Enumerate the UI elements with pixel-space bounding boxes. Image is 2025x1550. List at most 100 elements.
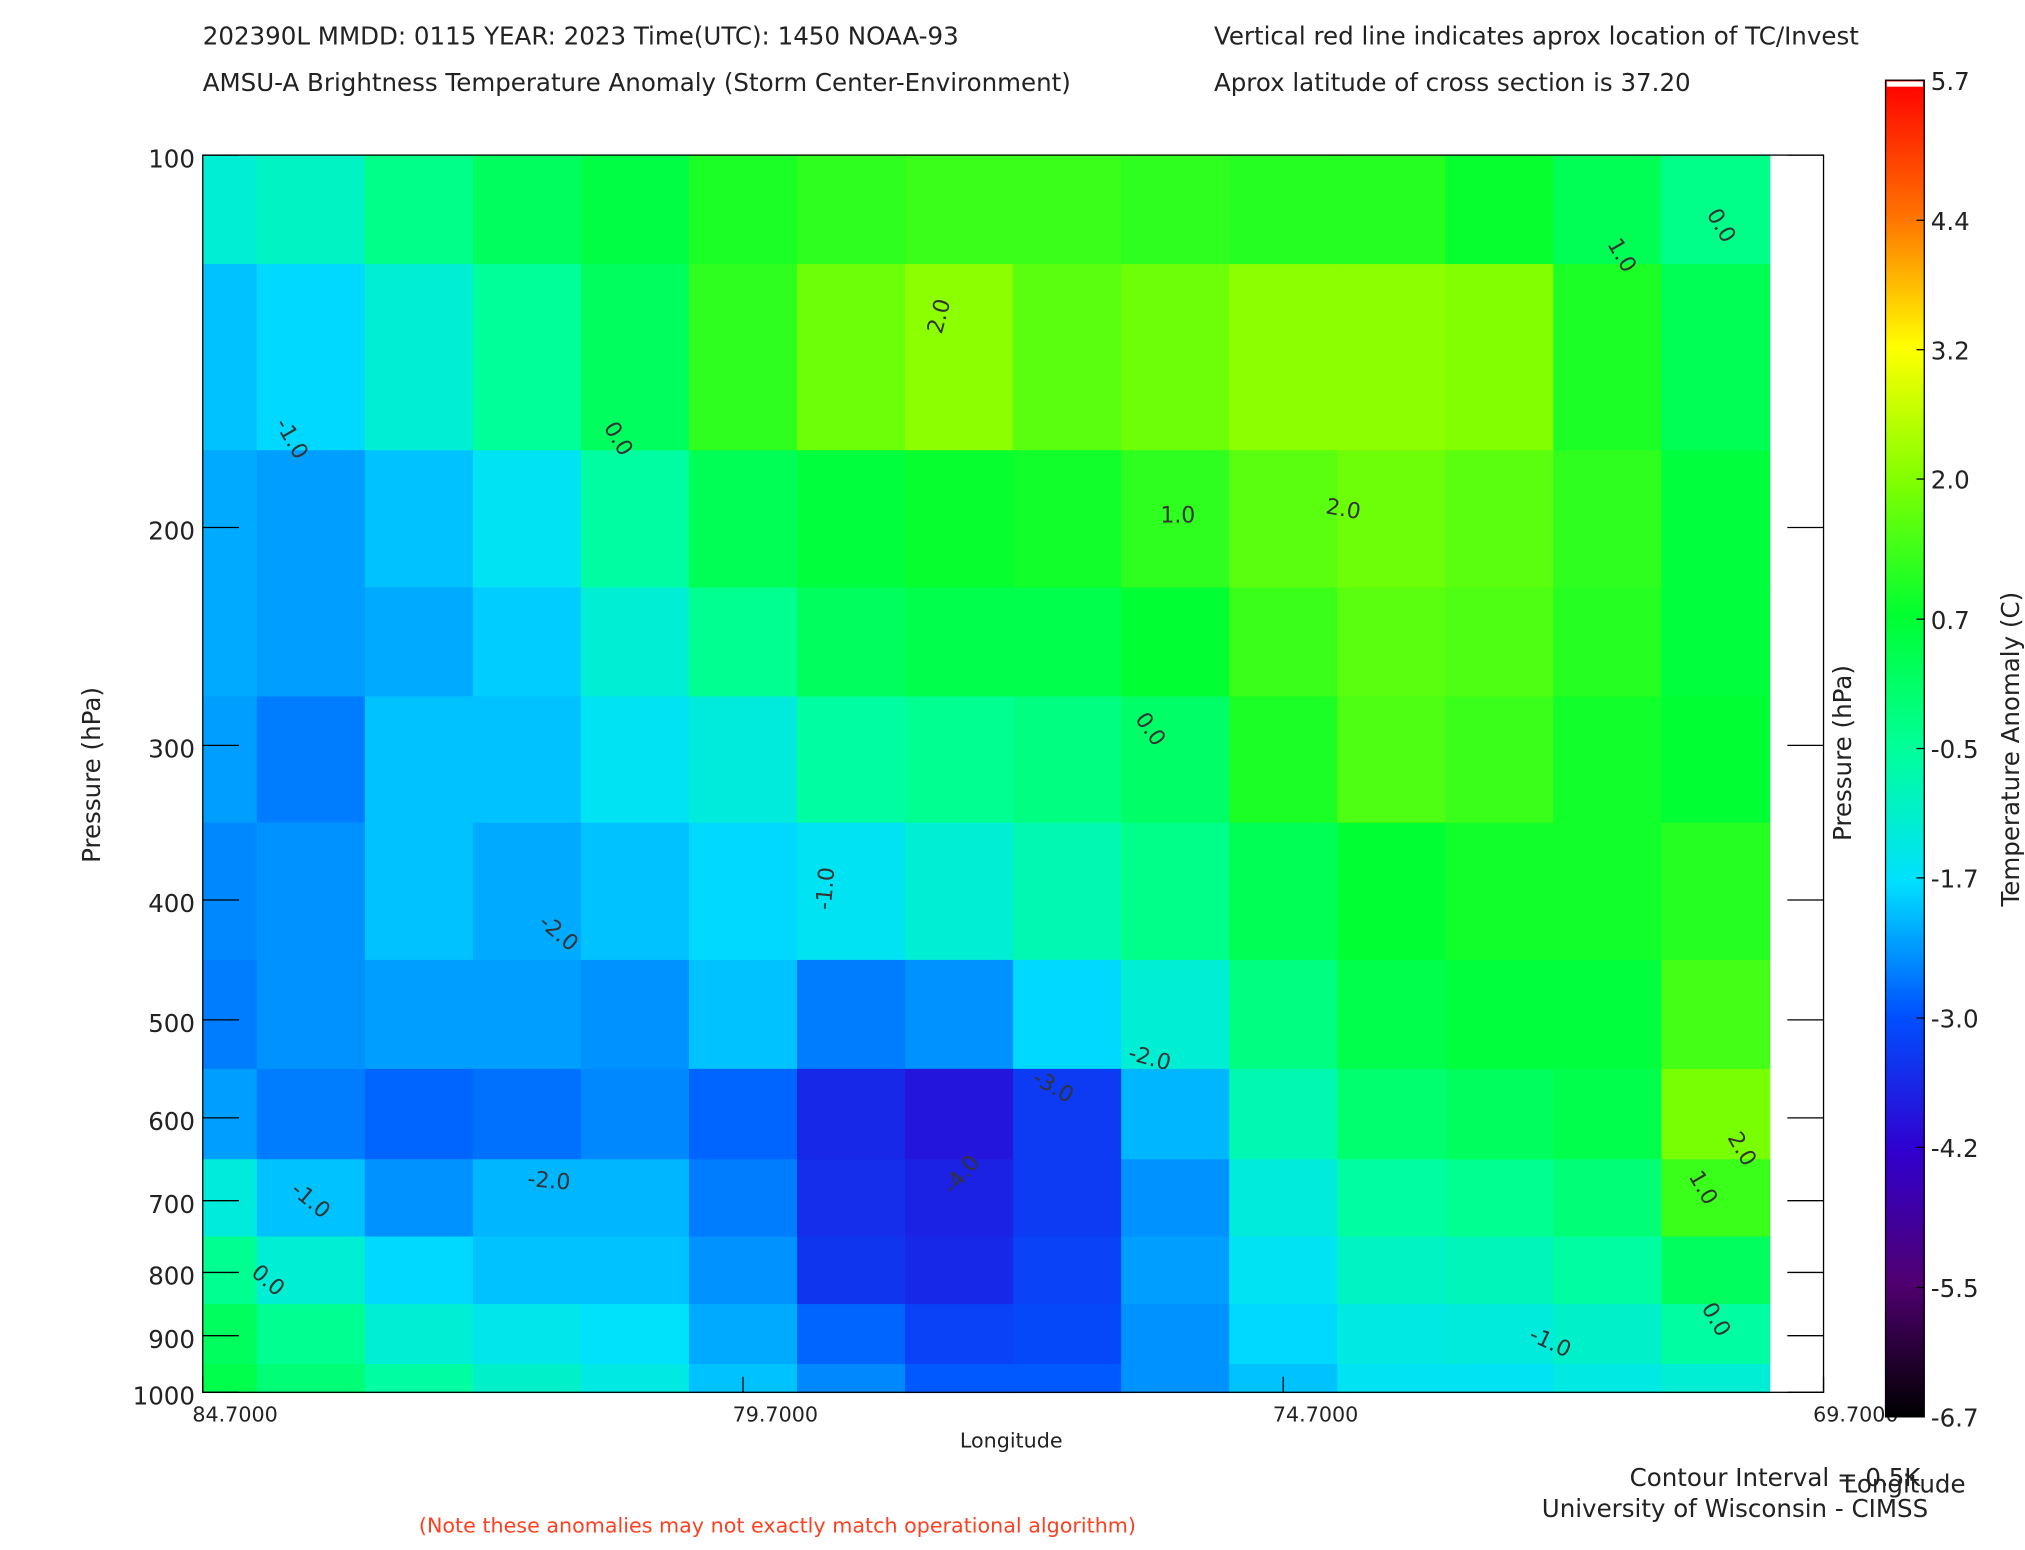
y-tick-label: 700	[148, 1190, 195, 1219]
field-cell	[1121, 1159, 1231, 1238]
field-cell	[580, 822, 690, 961]
field-cell	[1553, 822, 1663, 961]
field-cell	[1553, 1364, 1663, 1394]
field-cell	[1229, 1236, 1339, 1305]
field-cell	[688, 155, 798, 265]
field-cell	[202, 1068, 258, 1161]
field-cell	[256, 1068, 366, 1161]
field-cell	[688, 450, 798, 589]
field-cell	[797, 959, 906, 1070]
colorbar-tick-label: 2.0	[1931, 466, 1970, 495]
field-cell	[1229, 1068, 1339, 1161]
field-cell	[1121, 155, 1231, 265]
field-cell	[1553, 1159, 1663, 1238]
field-cell	[1229, 155, 1339, 265]
field-cell	[1661, 1068, 1771, 1161]
note-line: Vertical red line indicates aprox locati…	[1214, 22, 1859, 51]
field-cell	[1121, 587, 1231, 698]
field-cell	[1661, 587, 1771, 698]
field-cell	[364, 587, 474, 698]
field-cell	[1229, 696, 1339, 824]
field-cell	[1229, 1304, 1339, 1365]
field-cell	[688, 822, 798, 961]
field-cell	[688, 1159, 798, 1238]
colorbar-tick-label: 5.7	[1931, 67, 1970, 96]
field-cell	[580, 959, 690, 1070]
field-cell	[1337, 1304, 1447, 1365]
field-cell	[472, 1236, 582, 1305]
x-tick-label: 79.7000	[733, 1403, 818, 1427]
field-cell	[364, 1068, 474, 1161]
field-cell	[688, 1068, 798, 1161]
field-cell	[1337, 822, 1447, 961]
x-tick-label: 84.7000	[192, 1403, 277, 1427]
field-cell	[797, 587, 906, 698]
field-cell	[202, 696, 258, 824]
field-cell	[1661, 1159, 1771, 1238]
field-cell	[1013, 1068, 1122, 1161]
field-cell	[1121, 959, 1231, 1070]
field-cell	[1445, 1159, 1555, 1238]
field-cell	[688, 1236, 798, 1305]
contour-interval: Contour Interval = 0.5K	[1630, 1463, 1922, 1492]
field-cell	[1553, 155, 1663, 265]
field-cell	[364, 450, 474, 589]
field-cell	[580, 264, 690, 452]
colorbar-tick-label: 0.7	[1931, 606, 1970, 635]
field-cell	[905, 450, 1014, 589]
field-cell	[1661, 959, 1771, 1070]
field-cell	[797, 696, 906, 824]
field-cell	[472, 822, 582, 961]
field-cell	[580, 1236, 690, 1305]
colorbar-top	[1886, 81, 1923, 87]
field-cell	[905, 1364, 1014, 1394]
field-cell	[364, 696, 474, 824]
contour-label: 1.0	[1160, 504, 1195, 529]
field-cell	[797, 1304, 906, 1365]
field-cell	[1445, 450, 1555, 589]
field-cell	[580, 155, 690, 265]
y-tick-label: 100	[148, 144, 195, 173]
field-cell	[1661, 264, 1771, 452]
field-cell	[202, 959, 258, 1070]
field-cell	[256, 155, 366, 265]
field-cell	[1121, 1068, 1231, 1161]
field-cell	[580, 1159, 690, 1238]
field-cell	[905, 822, 1014, 961]
field-cell	[364, 1159, 474, 1238]
field-cell	[905, 264, 1014, 452]
field-cell	[1553, 587, 1663, 698]
field-cell	[905, 959, 1014, 1070]
y-tick-label: 400	[148, 889, 195, 918]
field-cell	[905, 587, 1014, 698]
x-tick-label: 74.7000	[1273, 1403, 1358, 1427]
field-cell	[797, 822, 906, 961]
field-cell	[1337, 450, 1447, 589]
field-cell	[1013, 1159, 1122, 1238]
header-line: AMSU-A Brightness Temperature Anomaly (S…	[203, 68, 1071, 97]
field-cell	[256, 1236, 366, 1305]
field-cell	[1337, 587, 1447, 698]
field-cell	[905, 1068, 1014, 1161]
y-tick-label: 900	[148, 1325, 195, 1354]
field-cell	[202, 155, 258, 265]
field-cell	[256, 1364, 366, 1394]
field-cell	[797, 264, 906, 452]
field-cell	[580, 1364, 690, 1394]
y-axis-label: Pressure (hPa)	[77, 687, 106, 863]
colorbar-tick-label: -0.5	[1931, 735, 1979, 764]
field-cell	[1661, 1364, 1771, 1394]
colorbar-label: Temperature Anomaly (C)	[1996, 592, 2025, 908]
colorbar-tick-label: 4.4	[1931, 207, 1970, 236]
field-cell	[256, 822, 366, 961]
field-cell	[1553, 696, 1663, 824]
field-cell	[1121, 1236, 1231, 1305]
field-cell	[1445, 696, 1555, 824]
field-cell	[1445, 959, 1555, 1070]
field-cell	[797, 450, 906, 589]
field-cell	[1661, 696, 1771, 824]
field-cell	[1229, 264, 1339, 452]
field-cell	[797, 1236, 906, 1305]
field-cell	[472, 450, 582, 589]
